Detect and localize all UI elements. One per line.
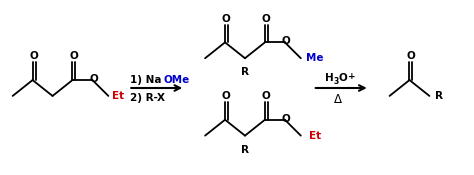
Text: O: O	[282, 36, 290, 46]
Text: Me: Me	[306, 53, 324, 63]
Text: Et: Et	[112, 91, 124, 101]
Text: 2) R-X: 2) R-X	[130, 93, 165, 103]
Text: Et: Et	[309, 131, 321, 141]
Text: O: O	[29, 51, 38, 61]
Text: O: O	[339, 73, 347, 83]
Text: OMe: OMe	[163, 75, 190, 85]
Text: O: O	[262, 91, 270, 101]
Text: O: O	[222, 13, 230, 24]
Text: 1) Na: 1) Na	[130, 75, 162, 85]
Text: O: O	[89, 74, 98, 84]
Text: R: R	[436, 91, 443, 101]
Text: +: +	[347, 72, 356, 81]
Text: H: H	[325, 73, 334, 83]
Text: R: R	[241, 67, 249, 77]
Text: O: O	[406, 51, 415, 61]
Text: R: R	[241, 145, 249, 155]
Text: O: O	[222, 91, 230, 101]
Text: O: O	[262, 13, 270, 24]
Text: O: O	[282, 114, 290, 124]
Text: Δ: Δ	[334, 93, 342, 106]
Text: 3: 3	[334, 76, 339, 86]
Text: O: O	[69, 51, 78, 61]
